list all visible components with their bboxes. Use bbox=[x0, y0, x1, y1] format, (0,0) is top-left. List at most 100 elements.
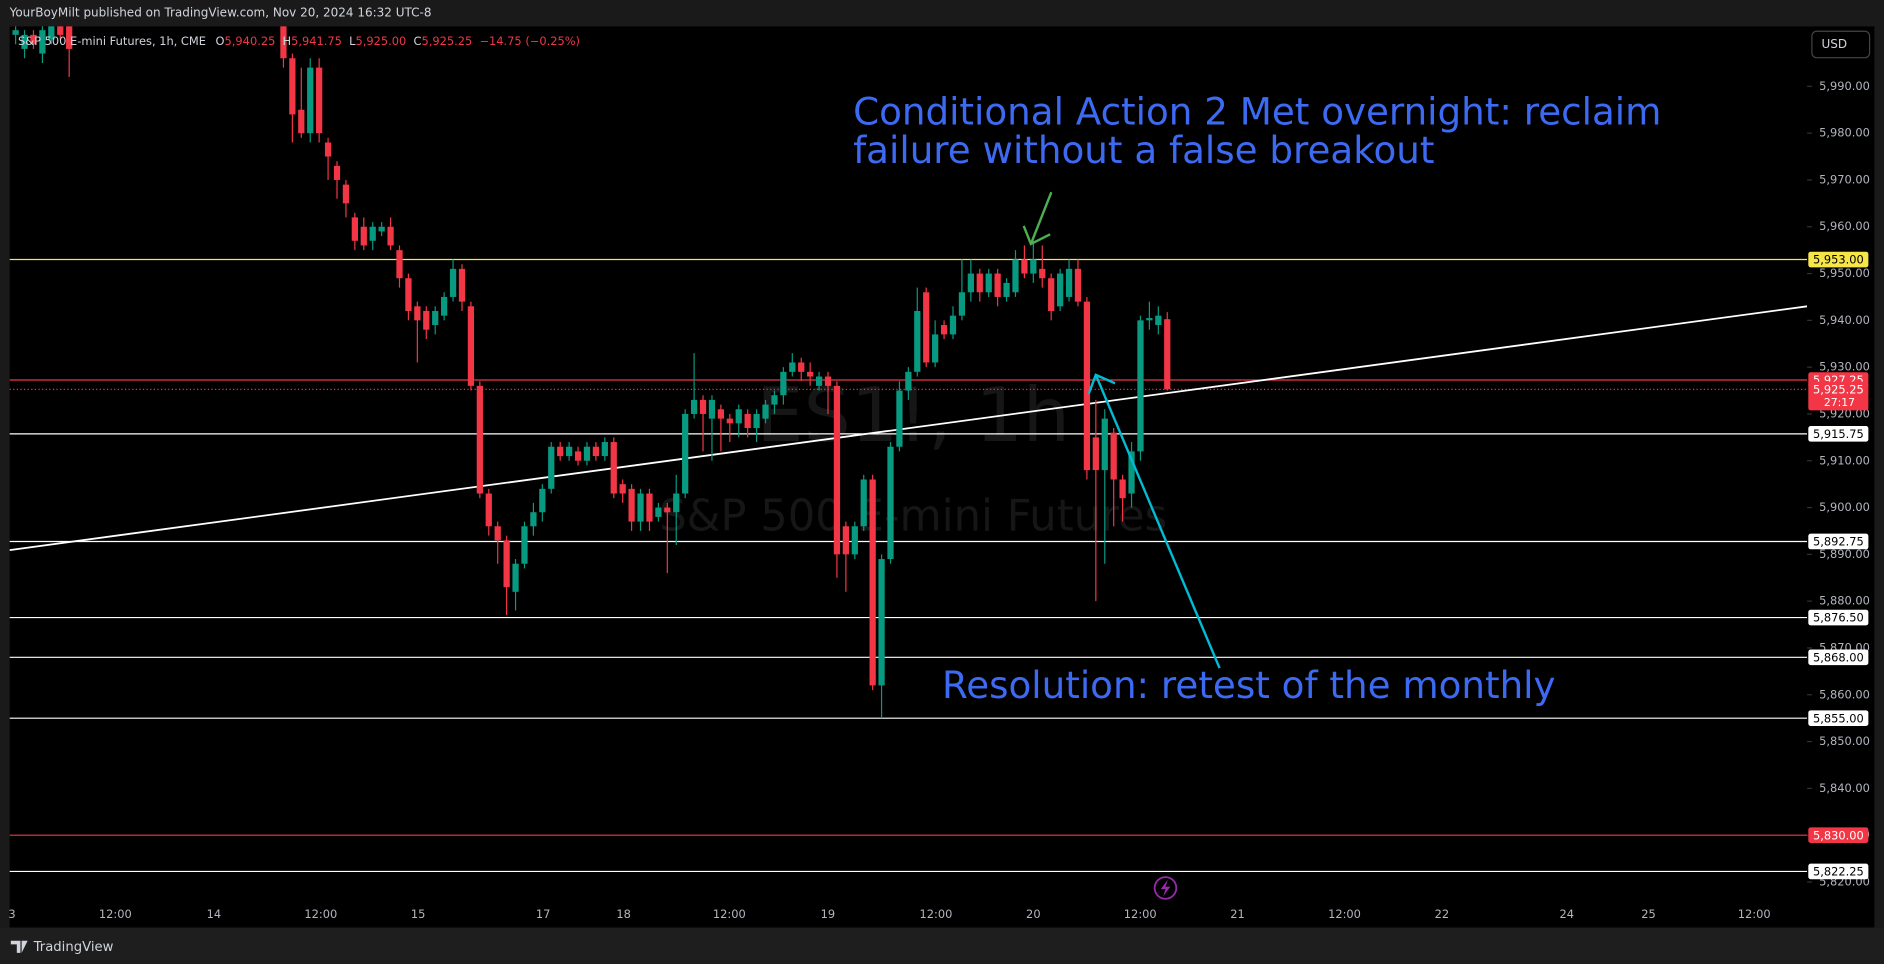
candle-body bbox=[789, 362, 796, 372]
y-tick-label: 5,900.00 bbox=[1819, 500, 1870, 514]
candle-body bbox=[744, 413, 751, 428]
candle-body bbox=[601, 442, 608, 457]
legend-key: C bbox=[414, 33, 422, 47]
trendline bbox=[9, 305, 1808, 552]
candle-body bbox=[405, 278, 412, 311]
candle-body bbox=[735, 409, 742, 424]
brand-logo bbox=[10, 940, 28, 953]
candle-body bbox=[815, 376, 823, 386]
candle-body bbox=[48, 26, 55, 40]
candle-body bbox=[396, 250, 403, 279]
candle-body bbox=[423, 310, 430, 330]
level-label: 5,892.75 bbox=[1813, 535, 1864, 549]
candle-body bbox=[387, 226, 394, 246]
x-tick-label: 12:00 bbox=[1124, 907, 1157, 921]
event-icon[interactable] bbox=[1153, 876, 1178, 900]
publisher: YourBoyMilt published on TradingView.com… bbox=[9, 6, 432, 20]
level-label: 5,830.00 bbox=[1813, 828, 1864, 842]
level-box bbox=[1808, 710, 1869, 726]
candle-body bbox=[655, 507, 662, 517]
candle-body bbox=[351, 217, 358, 241]
candle-body bbox=[512, 563, 519, 592]
green-arrow-head bbox=[1022, 225, 1051, 246]
y-tick-label: 5,850.00 bbox=[1819, 734, 1870, 748]
candle-body bbox=[1137, 320, 1144, 452]
candle-body bbox=[21, 34, 28, 49]
y-tick-label: 5,950.00 bbox=[1819, 266, 1870, 280]
candle-body bbox=[798, 362, 805, 372]
legend-value: 5,925.25 bbox=[421, 33, 472, 47]
x-tick-label: 24 bbox=[1560, 907, 1575, 921]
candle-body bbox=[1056, 273, 1064, 307]
candle-body bbox=[449, 268, 457, 297]
candle-body bbox=[646, 493, 653, 522]
candle-body bbox=[637, 493, 644, 522]
candle-body bbox=[1003, 282, 1010, 297]
candle-body bbox=[1101, 418, 1108, 471]
candle-body bbox=[753, 413, 760, 428]
candle-body bbox=[664, 507, 671, 513]
foreground-layer: S&P 500 E-mini Futures, 1h, CME O5,940.25… bbox=[8, 33, 1869, 921]
candle-body bbox=[467, 306, 475, 386]
legend-key: H bbox=[283, 33, 292, 47]
annotation: Resolution: retest of the monthly bbox=[942, 663, 1556, 707]
candle-body bbox=[976, 273, 983, 293]
candle-body bbox=[503, 540, 510, 588]
candle-body bbox=[289, 58, 296, 115]
x-tick-label: 21 bbox=[1230, 907, 1245, 921]
candle-body bbox=[1030, 259, 1037, 274]
candle-body bbox=[360, 226, 367, 246]
candle-body bbox=[369, 226, 376, 241]
x-tick-label: 18 bbox=[616, 907, 631, 921]
candle-body bbox=[1110, 432, 1117, 480]
currency-button[interactable] bbox=[1811, 30, 1871, 59]
candle-body bbox=[592, 446, 600, 457]
candle-body bbox=[860, 479, 867, 527]
candle-body bbox=[12, 30, 19, 35]
candle-body bbox=[869, 479, 876, 686]
candle-body bbox=[690, 399, 698, 414]
x-tick-label: 12:00 bbox=[713, 907, 746, 921]
candle-body bbox=[1065, 268, 1073, 297]
currency[interactable]: USD bbox=[1822, 37, 1848, 51]
candle-body bbox=[851, 526, 858, 555]
candle-body bbox=[896, 390, 903, 447]
cyan-arrow bbox=[1094, 374, 1221, 669]
candle-body bbox=[940, 325, 948, 335]
candle-body bbox=[432, 310, 439, 326]
candle-body bbox=[1146, 318, 1153, 321]
candle-body bbox=[1074, 268, 1082, 302]
level-box bbox=[1808, 827, 1869, 843]
countdown: 27:17 bbox=[1824, 396, 1855, 409]
candle-body bbox=[833, 385, 841, 555]
y-tick-label: 5,910.00 bbox=[1819, 453, 1870, 467]
x-tick-label: 14 bbox=[207, 907, 222, 921]
candle-body bbox=[932, 334, 939, 363]
event-bolt bbox=[1160, 879, 1171, 897]
x-tick-label: 12:00 bbox=[920, 907, 953, 921]
candle-body bbox=[682, 413, 689, 494]
annotation: failure without a false breakout bbox=[853, 128, 1434, 172]
x-tick-label: 17 bbox=[536, 907, 551, 921]
level-label: 5,915.75 bbox=[1813, 427, 1864, 441]
candle-body bbox=[485, 493, 492, 527]
candle-body bbox=[521, 526, 528, 564]
candle-body bbox=[949, 315, 957, 335]
last-price-label: 5,925.25 bbox=[1813, 382, 1864, 396]
legend-symbol: S&P 500 E-mini Futures, 1h, CME bbox=[18, 33, 206, 47]
candle-body bbox=[923, 292, 930, 363]
candle-body bbox=[57, 26, 64, 35]
candle-body bbox=[280, 26, 287, 59]
candle-body bbox=[994, 273, 1001, 297]
level-box bbox=[1808, 863, 1869, 880]
candle-body bbox=[458, 268, 466, 302]
x-tick-label: 12:00 bbox=[99, 907, 132, 921]
x-tick-label: 15 bbox=[411, 907, 426, 921]
x-tick-label: 12:00 bbox=[1738, 907, 1771, 921]
candle-body bbox=[333, 165, 341, 180]
level-label: 5,822.25 bbox=[1813, 865, 1864, 879]
candle-body bbox=[985, 273, 992, 293]
candle-body bbox=[1119, 479, 1126, 499]
legend-change: −14.75 (−0.25%) bbox=[479, 33, 580, 47]
level-box bbox=[1808, 533, 1869, 550]
